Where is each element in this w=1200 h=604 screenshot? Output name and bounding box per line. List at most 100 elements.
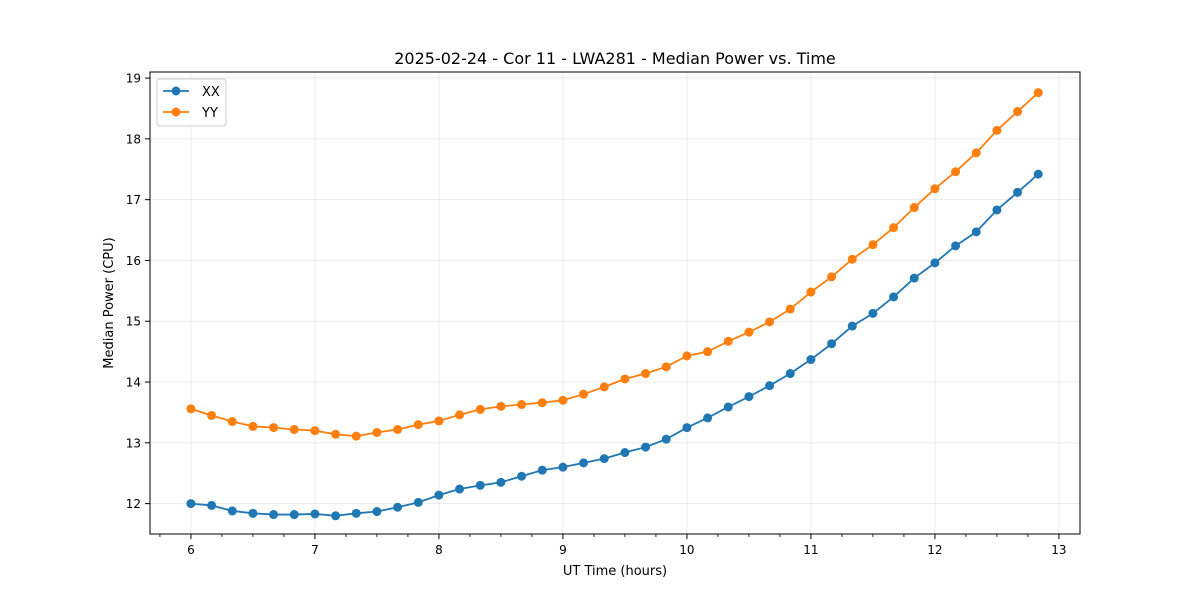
data-point-yy — [765, 317, 775, 327]
data-point-xx — [703, 413, 713, 423]
data-point-xx — [413, 497, 423, 507]
data-point-yy — [806, 287, 816, 297]
data-point-xx — [186, 499, 196, 509]
data-point-yy — [703, 347, 713, 357]
y-tick-label: 16 — [126, 254, 141, 268]
data-point-yy — [496, 401, 506, 411]
plot-frame — [149, 71, 1081, 535]
data-point-yy — [744, 327, 754, 337]
data-point-yy — [930, 184, 940, 194]
data-point-xx — [806, 355, 816, 365]
data-point-xx — [909, 273, 919, 283]
data-point-yy — [413, 420, 423, 430]
data-point-yy — [393, 424, 403, 434]
x-tick-label: 10 — [679, 543, 694, 557]
data-point-xx — [992, 205, 1002, 215]
y-tick-label: 18 — [126, 132, 141, 146]
axes: 6 7 8 9 10 11 12 13 12 13 14 15 16 17 18 19 — [126, 72, 1067, 557]
data-point-yy — [682, 351, 692, 361]
data-point-yy — [1033, 88, 1043, 98]
data-point-xx — [269, 510, 279, 520]
data-point-yy — [599, 382, 609, 392]
x-tick-label: 12 — [927, 543, 942, 557]
legend: XX YY — [156, 78, 227, 127]
data-point-xx — [331, 511, 341, 521]
y-tick-label: 13 — [126, 436, 141, 450]
data-point-yy — [517, 400, 527, 410]
data-point-yy — [248, 421, 258, 431]
data-point-yy — [331, 429, 341, 439]
data-point-xx — [641, 442, 651, 452]
data-point-xx — [868, 308, 878, 318]
data-point-xx — [207, 500, 217, 510]
data-point-yy — [475, 404, 485, 414]
data-point-xx — [558, 462, 568, 472]
data-point-xx — [930, 258, 940, 268]
data-point-xx — [682, 423, 692, 433]
data-point-xx — [785, 369, 795, 379]
data-point-xx — [1033, 169, 1043, 179]
y-tick-label: 17 — [126, 193, 141, 207]
x-tick-label: 7 — [311, 543, 319, 557]
data-point-yy — [558, 395, 568, 405]
data-point-yy — [992, 125, 1002, 135]
data-point-xx — [455, 484, 465, 494]
data-point-xx — [537, 465, 547, 475]
data-point-yy — [620, 374, 630, 384]
legend-label-yy: YY — [201, 106, 218, 121]
data-point-yy — [889, 223, 899, 233]
series — [186, 88, 1043, 521]
y-tick-label: 14 — [126, 376, 141, 390]
data-point-xx — [496, 477, 506, 487]
data-point-xx — [765, 381, 775, 391]
legend-label-xx: XX — [202, 85, 220, 100]
data-point-yy — [785, 304, 795, 314]
data-point-xx — [661, 434, 671, 444]
data-point-yy — [227, 417, 237, 427]
data-point-yy — [269, 423, 279, 433]
data-point-xx — [248, 508, 258, 518]
legend-marker-yy — [171, 107, 181, 117]
data-point-xx — [351, 508, 361, 518]
x-tick-label: 8 — [435, 543, 443, 557]
y-tick-label: 12 — [126, 497, 141, 511]
y-axis-label: Median Power (CPU) — [102, 237, 117, 368]
data-point-yy — [661, 362, 671, 372]
chart-title: 2025-02-24 - Cor 11 - LWA281 - Median Po… — [394, 49, 836, 68]
data-point-yy — [847, 254, 857, 264]
x-tick-label: 9 — [559, 543, 567, 557]
data-point-xx — [289, 510, 299, 520]
data-point-yy — [641, 369, 651, 379]
data-point-yy — [579, 389, 589, 399]
data-point-xx — [372, 507, 382, 517]
data-point-yy — [1013, 107, 1023, 117]
data-point-yy — [909, 203, 919, 213]
data-point-xx — [744, 392, 754, 402]
data-point-xx — [889, 292, 899, 302]
data-point-xx — [971, 227, 981, 237]
y-tick-label: 15 — [126, 315, 141, 329]
data-point-yy — [951, 167, 961, 177]
data-point-yy — [351, 431, 361, 441]
data-point-xx — [827, 339, 837, 349]
data-point-xx — [579, 458, 589, 468]
data-point-xx — [1013, 187, 1023, 197]
x-tick-label: 13 — [1051, 543, 1066, 557]
data-point-xx — [227, 506, 237, 516]
y-tick-label: 19 — [126, 72, 141, 86]
data-point-yy — [537, 398, 547, 408]
data-point-xx — [434, 490, 444, 500]
data-point-xx — [310, 509, 320, 519]
data-point-xx — [599, 454, 609, 464]
data-point-yy — [372, 427, 382, 437]
data-point-yy — [827, 272, 837, 282]
data-point-xx — [847, 321, 857, 331]
data-point-yy — [971, 148, 981, 158]
data-point-xx — [393, 502, 403, 512]
legend-marker-xx — [171, 86, 181, 96]
data-point-xx — [517, 471, 527, 481]
data-point-yy — [455, 410, 465, 420]
data-point-yy — [289, 424, 299, 434]
